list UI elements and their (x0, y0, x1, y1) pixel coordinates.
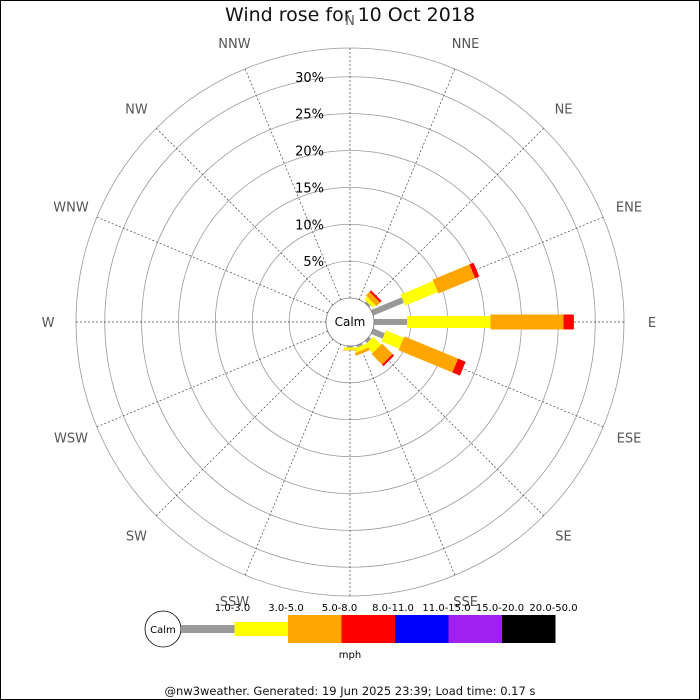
spoke-ne (366, 128, 544, 306)
bar-sse-bin-2 (354, 347, 370, 356)
bar-ne-bin-1 (364, 296, 376, 308)
legend-unit-label: mph (339, 650, 361, 661)
chart-title: Wind rose for 10 Oct 2018 (224, 4, 476, 26)
direction-label-nnw: NNW (218, 37, 250, 52)
bar-ne-bin-3 (369, 290, 382, 303)
direction-label-ene: ENE (616, 200, 642, 215)
legend-swatch-5 (448, 615, 502, 643)
bar-se-bin-2 (371, 343, 393, 365)
percent-label-5: 30% (295, 71, 324, 86)
wind-bars (342, 262, 574, 376)
direction-label-wsw: WSW (54, 432, 88, 447)
bar-ene-bin-1 (400, 281, 438, 306)
legend-label-0: 1.0-3.0 (215, 603, 250, 614)
percent-label-2: 15% (295, 181, 324, 196)
direction-label-w: W (42, 316, 55, 331)
spoke-nw (156, 128, 334, 306)
direction-label-se: SE (555, 530, 571, 545)
legend-label-4: 11.0-15.0 (422, 603, 470, 614)
bar-sse-bin-1 (354, 343, 368, 353)
spoke-wnw (96, 216, 328, 314)
bar-ese-bin-0 (371, 328, 385, 339)
direction-label-sse: SSE (453, 595, 478, 610)
direction-label-nne: NNE (452, 37, 480, 52)
bar-ene-bin-2 (432, 264, 476, 294)
direction-labels: NNNENEENEEESESESSESSSWSWWSWWWNWNWNNW (42, 14, 657, 633)
spoke-se (366, 338, 544, 516)
spoke-wsw (96, 330, 328, 428)
legend-swatch-0 (181, 625, 235, 633)
legend-calm-label: Calm (150, 625, 176, 636)
bar-ese-bin-2 (398, 336, 459, 373)
direction-label-ne: NE (555, 102, 573, 117)
spoke-nnw (244, 68, 342, 300)
legend-swatch-1 (234, 622, 288, 636)
calm-center: Calm (325, 297, 375, 347)
bar-ne-bin-2 (365, 291, 381, 307)
legend-label-3: 8.0-11.0 (372, 603, 414, 614)
percent-label-4: 25% (295, 108, 324, 123)
legend-label-2: 5.0-8.0 (322, 603, 357, 614)
bar-ene-bin-3 (469, 262, 480, 279)
legend-label-6: 20.0-50.0 (529, 603, 577, 614)
direction-label-n: N (345, 14, 355, 29)
calm-label: Calm (335, 315, 366, 329)
percent-labels: 5% 10% 15% 20% 25% 30% (295, 71, 324, 270)
direction-label-wnw: WNW (53, 200, 89, 215)
spoke-nne (358, 68, 456, 300)
bar-se-bin-3 (382, 354, 395, 367)
calm-circle (325, 297, 375, 347)
legend-swatch-3 (341, 615, 395, 643)
legend-swatch-2 (288, 615, 342, 643)
percent-label-0: 5% (303, 255, 324, 270)
spoke-ssw (244, 344, 342, 576)
spoke-sse (358, 344, 456, 576)
bar-se-bin-0 (364, 336, 372, 344)
bar-ese-bin-3 (452, 358, 466, 376)
direction-label-ese: ESE (617, 432, 642, 447)
direction-label-sw: SW (126, 530, 147, 545)
bar-se-bin-1 (364, 336, 382, 354)
spoke-sw (156, 338, 334, 516)
percent-label-3: 20% (295, 145, 324, 160)
footer-text: @nw3weather. Generated: 19 Jun 2025 23:3… (164, 684, 536, 698)
legend-label-1: 3.0-5.0 (268, 603, 303, 614)
legend-swatch-6 (502, 615, 556, 643)
legend-label-5: 15.0-20.0 (476, 603, 524, 614)
legend-swatch-4 (395, 615, 449, 643)
bar-ese-bin-1 (381, 330, 404, 349)
bar-ene-bin-0 (371, 297, 404, 316)
percent-label-1: 10% (295, 218, 324, 233)
direction-label-ssw: SSW (220, 595, 250, 610)
direction-label-nw: NW (125, 102, 148, 117)
direction-label-e: E (648, 316, 656, 331)
speed-legend: Calm 1.0-3.0 3.0-5.0 5.0-8.0 8.0-11.0 11.0-1… (144, 603, 578, 661)
